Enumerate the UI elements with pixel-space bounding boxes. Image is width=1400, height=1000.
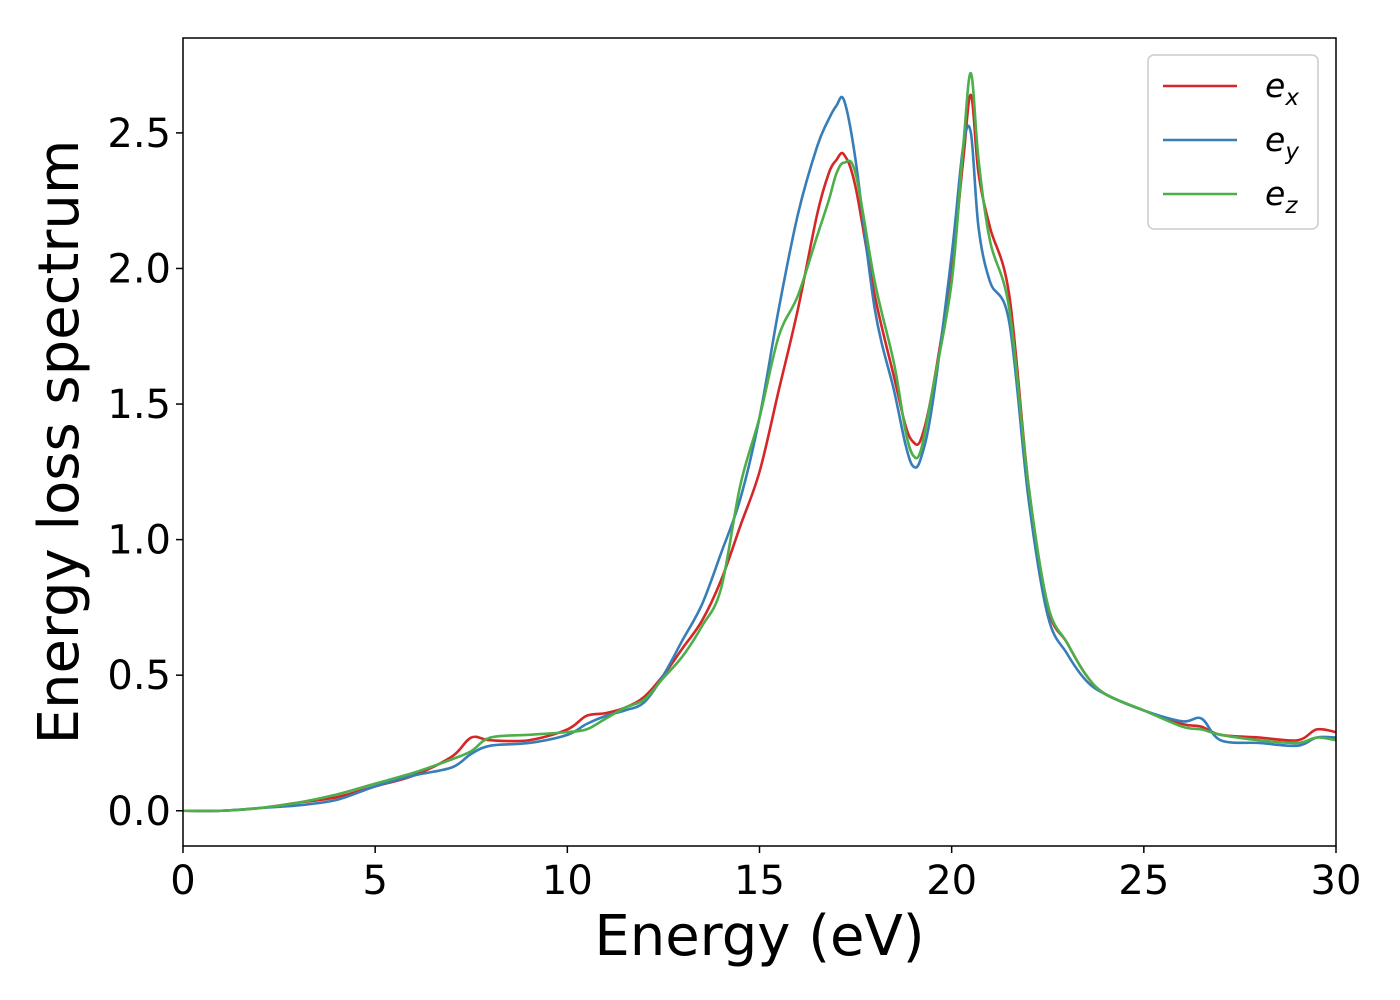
y-tick-label: 1.5 — [107, 382, 171, 428]
x-tick-label: 15 — [734, 858, 785, 904]
y-axis-title: Energy loss spectrum — [27, 140, 92, 745]
x-tick-label: 30 — [1311, 858, 1362, 904]
series-line-e-z — [182, 71, 1337, 813]
y-tick-label: 0.0 — [107, 789, 171, 835]
y-axis: 0.0 0.5 1.0 1.5 2.0 2.5 — [107, 111, 183, 835]
x-tick-label: 0 — [170, 858, 195, 904]
y-tick-label: 1.0 — [107, 518, 171, 564]
series-layer — [182, 71, 1337, 813]
x-tick-label: 25 — [1118, 858, 1169, 904]
x-tick-label: 10 — [542, 858, 593, 904]
legend-subscript: x — [1284, 85, 1299, 111]
x-tick-label: 20 — [926, 858, 977, 904]
x-tick-label: 5 — [362, 858, 387, 904]
legend-subscript: y — [1284, 139, 1299, 165]
y-tick-label: 0.5 — [107, 653, 171, 699]
x-axis: 0 5 10 15 20 25 30 — [170, 846, 1361, 904]
y-tick-label: 2.0 — [107, 246, 171, 292]
legend-subscript: z — [1284, 193, 1298, 219]
series-line-e-y — [182, 95, 1337, 813]
y-tick-label: 2.5 — [107, 111, 171, 157]
legend-box — [1147, 54, 1319, 230]
x-axis-title: Energy (eV) — [594, 904, 924, 969]
